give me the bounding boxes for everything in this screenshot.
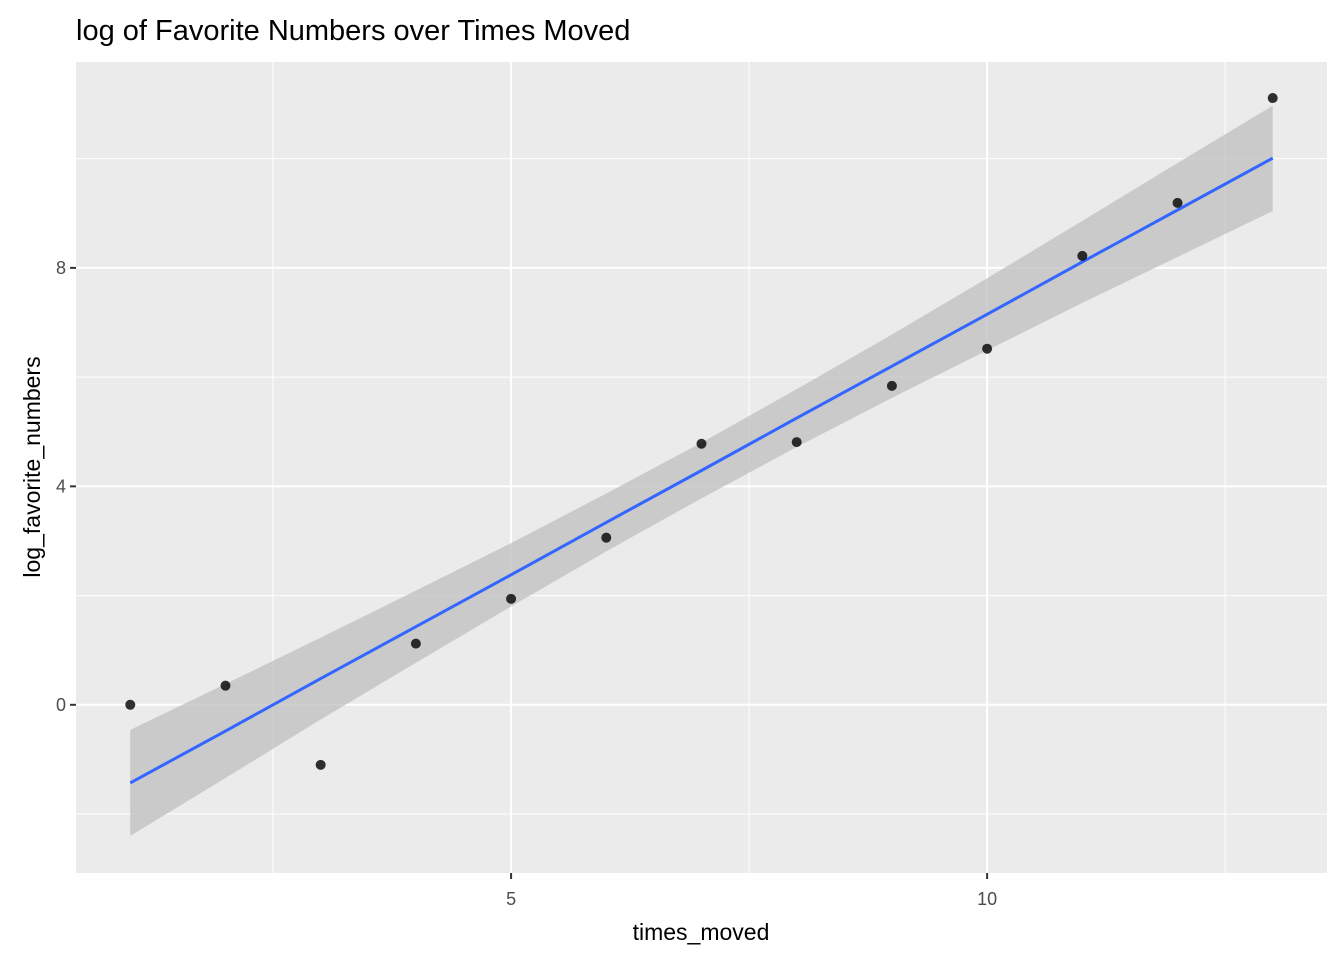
point (886, 380, 897, 391)
point (791, 437, 802, 448)
chart-title: log of Favorite Numbers over Times Moved (76, 15, 630, 47)
y-tick-label: 4 (56, 476, 66, 496)
point (601, 532, 612, 543)
point (125, 699, 136, 710)
y-axis-title: log_favorite_numbers (19, 356, 45, 577)
point (1077, 250, 1088, 261)
x-tick-label: 10 (977, 889, 997, 909)
x-axis-title: times_moved (633, 919, 770, 945)
point (1172, 197, 1183, 208)
fit-line (129, 156, 1274, 785)
point (220, 680, 231, 691)
point (982, 343, 993, 354)
y-tick-label: 8 (56, 258, 66, 278)
point (506, 593, 517, 604)
point (696, 438, 707, 449)
x-tick-label: 5 (506, 889, 516, 909)
point (315, 759, 326, 770)
point (1267, 93, 1278, 104)
y-tick-label: 0 (56, 695, 66, 715)
point (410, 638, 421, 649)
